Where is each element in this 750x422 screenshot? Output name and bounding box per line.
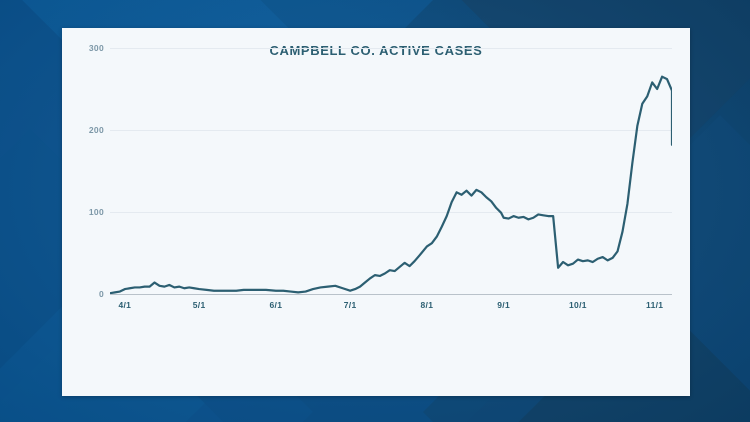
chart-card: CAMPBELL CO. ACTIVE CASES 0 100 200 300 4/1… bbox=[62, 28, 690, 396]
chart-axis-line bbox=[110, 294, 672, 295]
x-axis-tick-label: 6/1 bbox=[269, 300, 283, 310]
y-axis-tick-label: 300 bbox=[88, 43, 104, 53]
chart-plot-area: 0 100 200 300 4/1 5/1 6/1 7/1 8/1 9/1 10/1 11/1 bbox=[62, 28, 690, 396]
chart-title: CAMPBELL CO. ACTIVE CASES bbox=[269, 43, 483, 58]
chart-gridline bbox=[110, 130, 672, 131]
x-axis-tick-label: 7/1 bbox=[343, 300, 357, 310]
chart-line-series bbox=[110, 75, 672, 294]
chart-gridline bbox=[110, 212, 672, 213]
x-axis-tick-label: 11/1 bbox=[646, 300, 664, 310]
x-axis-tick-label: 10/1 bbox=[569, 300, 587, 310]
y-axis-tick-label: 0 bbox=[98, 289, 104, 299]
y-axis-tick-label: 200 bbox=[88, 125, 104, 135]
y-axis-tick-label: 100 bbox=[88, 207, 104, 217]
chart-gridline bbox=[110, 48, 672, 49]
x-axis-tick-label: 4/1 bbox=[118, 300, 132, 310]
x-axis-tick-label: 8/1 bbox=[420, 300, 434, 310]
x-axis-tick-label: 5/1 bbox=[192, 300, 206, 310]
x-axis-tick-label: 9/1 bbox=[497, 300, 510, 310]
series-path-active-cases bbox=[110, 75, 672, 294]
